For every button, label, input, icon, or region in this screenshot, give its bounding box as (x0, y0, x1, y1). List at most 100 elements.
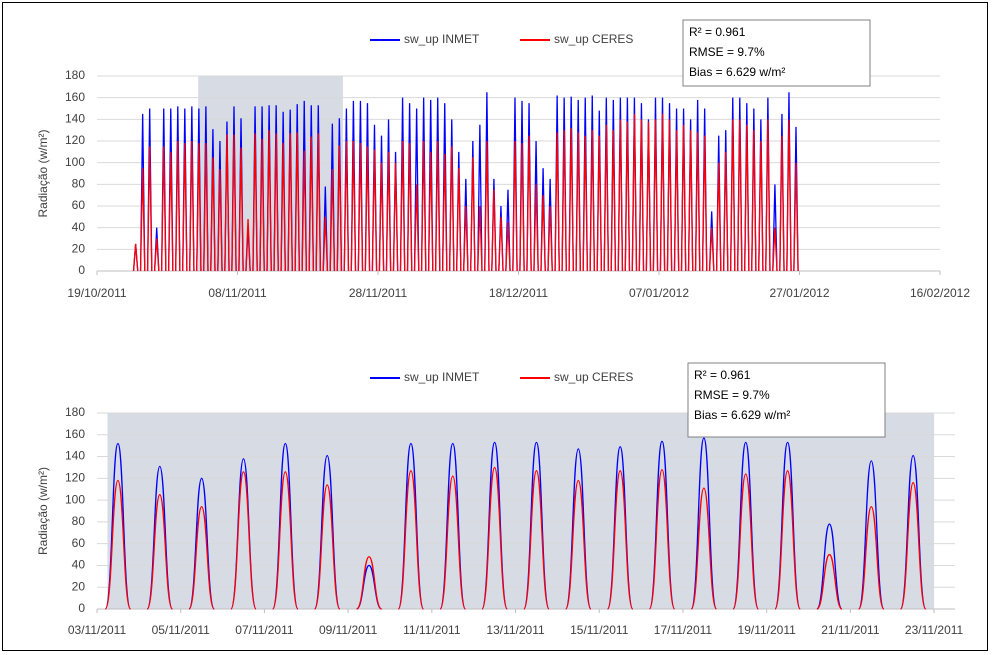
data-curve (441, 153, 448, 272)
data-curve (540, 195, 546, 272)
x-tick-label: 23/11/2011 (905, 623, 964, 637)
data-curve (210, 157, 216, 272)
data-curve (858, 505, 885, 610)
y-tick-label: 140 (65, 449, 85, 463)
data-curve (203, 143, 209, 272)
y-axis-label: Radiação (w/m²) (36, 467, 50, 555)
data-curve (758, 140, 764, 272)
x-tick-label: 13/11/2011 (486, 623, 545, 637)
data-curve (648, 468, 676, 610)
data-curve (252, 133, 258, 272)
data-curve (575, 132, 581, 272)
data-curve (547, 205, 553, 272)
y-axis-label: Radiação (w/m²) (36, 129, 50, 217)
x-tick-label: 07/11/2011 (235, 623, 294, 637)
data-curve (631, 113, 638, 272)
data-curve (603, 124, 610, 272)
data-curve (737, 119, 743, 272)
data-curve (259, 138, 265, 272)
data-curve (715, 162, 722, 272)
data-curve (561, 130, 567, 272)
stats-line: Bias = 6.629 w/m² (694, 408, 790, 422)
y-tick-label: 40 (72, 558, 86, 572)
stats-box (682, 19, 871, 87)
data-curve (701, 135, 708, 272)
data-curve (779, 135, 785, 272)
data-curve (238, 147, 244, 272)
y-tick-label: 0 (78, 263, 85, 277)
data-curve (385, 151, 392, 272)
data-curve (491, 189, 497, 272)
legend-label: sw_up INMET (404, 370, 480, 384)
x-tick-label: 27/01/2012 (769, 286, 829, 300)
y-tick-label: 180 (65, 68, 85, 82)
data-curve (606, 470, 634, 610)
data-curve (645, 121, 652, 272)
legend-label: sw_up INMET (404, 32, 480, 46)
data-curve (610, 130, 617, 272)
y-tick-label: 40 (72, 220, 86, 234)
data-curve (427, 151, 434, 272)
data-curve (554, 132, 560, 272)
y-tick-label: 60 (72, 536, 86, 550)
data-curve (765, 119, 771, 272)
x-tick-label: 17/11/2011 (654, 623, 713, 637)
data-curve (188, 505, 215, 610)
data-curve (477, 124, 483, 272)
data-curve (690, 487, 718, 610)
data-curve (146, 146, 153, 272)
y-tick-label: 120 (65, 133, 85, 147)
data-curve (132, 243, 139, 272)
data-curve (406, 143, 413, 272)
data-curve (732, 473, 759, 610)
data-curve (470, 157, 476, 272)
data-curve (434, 140, 441, 272)
data-curve (280, 143, 286, 272)
data-curve (774, 470, 801, 610)
y-tick-label: 180 (65, 405, 85, 419)
data-curve (308, 136, 315, 272)
y-tick-label: 20 (72, 579, 86, 593)
y-tick-label: 20 (72, 242, 86, 256)
data-curve (449, 146, 455, 272)
y-tick-label: 80 (72, 177, 86, 191)
data-curve (153, 238, 160, 272)
data-curve (364, 146, 371, 272)
x-tick-label: 11/11/2011 (403, 623, 461, 637)
data-curve (371, 149, 378, 272)
data-curve (708, 227, 715, 272)
data-curve (139, 168, 146, 272)
y-tick-label: 120 (65, 471, 85, 485)
data-curve (231, 134, 237, 272)
data-curve (315, 133, 322, 272)
data-curve (168, 151, 174, 272)
x-tick-label: 07/01/2012 (629, 286, 689, 300)
data-curve (378, 162, 385, 272)
data-curve (397, 470, 425, 610)
data-curve (816, 553, 843, 610)
data-curve (217, 169, 223, 272)
x-tick-label: 16/02/2012 (910, 286, 970, 300)
data-curve (224, 134, 230, 272)
data-curve (413, 184, 420, 272)
stats-line: RMSE = 9.7% (694, 388, 770, 402)
stats-line: R² = 0.961 (689, 25, 746, 39)
shaded-range (107, 413, 935, 609)
data-curve (230, 471, 257, 610)
data-curve (751, 130, 757, 272)
data-curve (160, 146, 167, 272)
data-curve (245, 218, 251, 272)
x-tick-label: 15/11/2011 (570, 623, 629, 637)
data-curve (146, 494, 173, 610)
data-curve (294, 132, 300, 272)
data-curve (273, 133, 279, 272)
y-tick-label: 160 (65, 427, 85, 441)
data-curve (772, 227, 778, 272)
y-tick-label: 160 (65, 90, 85, 104)
data-curve (687, 130, 694, 272)
y-tick-label: 0 (78, 601, 85, 615)
data-curve (652, 119, 659, 272)
data-curve (301, 150, 307, 272)
